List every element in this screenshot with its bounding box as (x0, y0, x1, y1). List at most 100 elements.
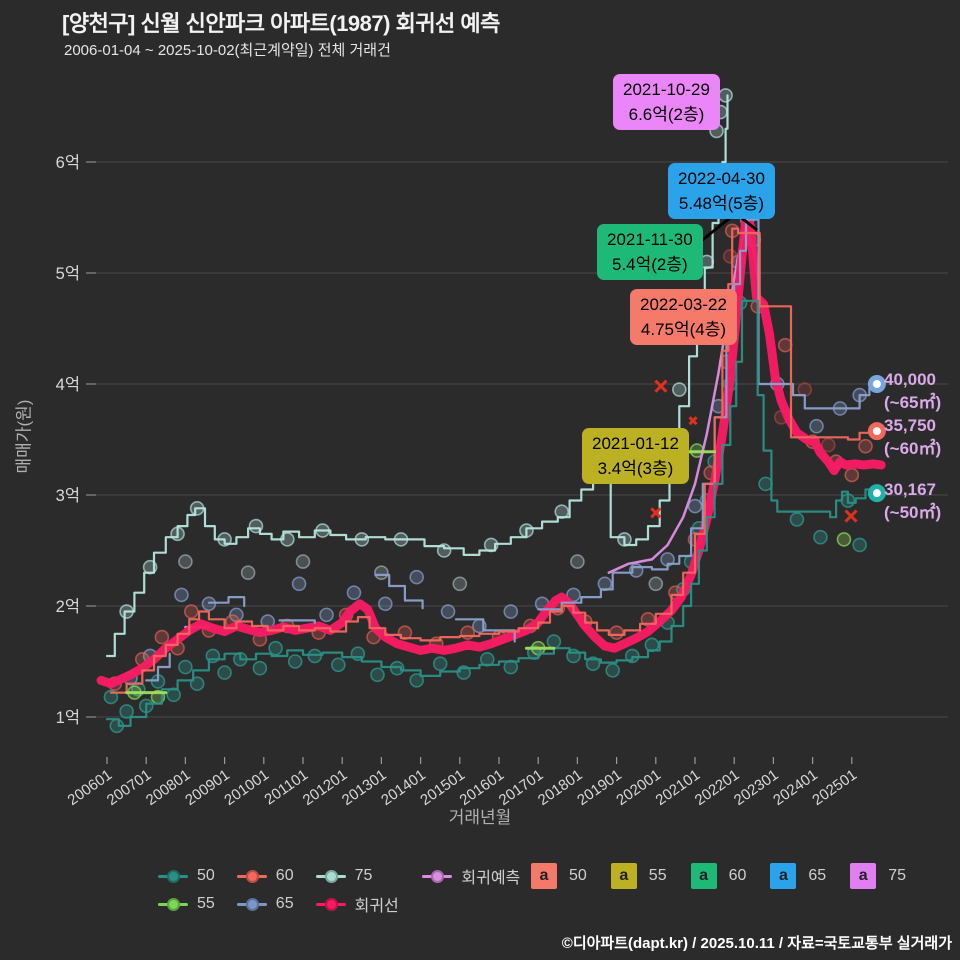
line-marker-icon (158, 869, 188, 883)
series-line-50[interactable] (105, 299, 878, 727)
transaction-point[interactable] (432, 656, 448, 672)
legend-item-60[interactable]: 60 (236, 867, 294, 885)
transaction-point[interactable] (566, 587, 581, 603)
transaction-point[interactable] (758, 476, 773, 492)
line-marker-icon (158, 897, 188, 911)
transaction-point[interactable] (858, 438, 873, 454)
transaction-point[interactable] (409, 569, 424, 585)
annotation-date: 2022-03-22 (640, 295, 727, 314)
legend-item-65[interactable]: 65 (236, 895, 294, 913)
annotation-price: 5.48억(5층) (678, 194, 765, 213)
x-axis: 2006012007012008012009012010012011012012… (65, 757, 860, 809)
transaction-point[interactable] (672, 382, 687, 397)
price-annotation-50: 2022-03-22 4.75억(4층) (630, 289, 737, 345)
transaction-point[interactable] (268, 640, 283, 656)
legend-item-regression-line[interactable]: 회귀선 (315, 892, 399, 916)
legend-label: 회귀선 (354, 898, 399, 915)
annotation-date: 2021-01-12 (592, 434, 679, 453)
transaction-point[interactable] (440, 604, 456, 619)
annotation-legend-50[interactable]: a 50 (531, 863, 587, 889)
series-line-65[interactable] (207, 596, 246, 608)
legend-item-50[interactable]: 50 (158, 867, 215, 885)
annotation-legend-60[interactable]: a 60 (690, 863, 746, 889)
x-markers (650, 379, 858, 523)
legend-item-75[interactable]: 75 (315, 867, 372, 885)
annotation-legend-65[interactable]: a 65 (770, 863, 826, 889)
transaction-point[interactable] (570, 554, 585, 569)
series-line-65[interactable] (145, 652, 171, 682)
transaction-point[interactable] (389, 660, 405, 676)
transaction-point[interactable] (154, 629, 170, 645)
transaction-point[interactable] (346, 585, 362, 600)
y-tick-label: 3억 (56, 486, 80, 505)
transaction-point[interactable] (409, 673, 424, 688)
transaction-point[interactable] (119, 704, 134, 719)
transaction-point[interactable] (460, 625, 475, 640)
series-line-60[interactable] (109, 227, 878, 694)
transaction-point[interactable] (777, 337, 793, 353)
transaction-point[interactable] (609, 625, 624, 640)
transaction-point[interactable] (291, 576, 307, 592)
price-annotation-65: 2022-04-30 5.48억(5층) (668, 163, 775, 219)
series-line-회귀선[interactable] (96, 213, 886, 689)
transaction-point[interactable] (852, 537, 867, 553)
gridlines: 1억 2억 3억 4억 5억 6억 (56, 153, 948, 727)
transaction-point[interactable] (687, 498, 703, 514)
transaction-point[interactable] (183, 604, 199, 619)
annotation-legend-55[interactable]: a 55 (610, 863, 667, 889)
transaction-point[interactable] (240, 565, 256, 581)
transaction-point[interactable] (103, 689, 119, 705)
annotation-price: 3.4억(3층) (597, 459, 674, 478)
transaction-point[interactable] (178, 659, 193, 675)
series-line-65[interactable] (454, 618, 516, 643)
transaction-point[interactable] (178, 554, 193, 569)
transaction-point[interactable] (217, 665, 232, 680)
transaction-point[interactable] (307, 648, 323, 664)
y-tick-label: 6억 (56, 153, 80, 172)
transaction-point[interactable] (789, 512, 805, 527)
line-marker-icon (315, 897, 346, 911)
legend-item-55[interactable]: 55 (158, 895, 215, 913)
transaction-point[interactable] (820, 437, 836, 453)
transaction-point[interactable] (174, 587, 189, 603)
transaction-point[interactable] (503, 604, 519, 619)
legend-label: 65 (808, 867, 827, 884)
transaction-point[interactable] (295, 554, 311, 569)
transaction-point[interactable] (836, 532, 852, 547)
legend-label: 75 (888, 867, 906, 884)
line-marker-icon (236, 897, 267, 911)
transaction-point[interactable] (624, 648, 640, 664)
annotation-legend-row: a 50 a 55 a 60 a 65 a 75 (531, 863, 930, 889)
transaction-point[interactable] (648, 576, 664, 592)
annotation-swatch-icon: a (531, 863, 557, 889)
transaction-point[interactable] (546, 634, 562, 649)
latest-price-value: 30,167 (884, 480, 936, 499)
transaction-point[interactable] (287, 654, 303, 669)
series-line-65[interactable] (278, 619, 316, 624)
legend-item-regression-forecast[interactable]: 회귀예측 (422, 864, 520, 888)
annotation-swatch-icon: a (610, 863, 637, 889)
transaction-point[interactable] (319, 607, 334, 623)
transaction-point[interactable] (330, 657, 346, 673)
price-annotation-55: 2021-01-12 3.4억(3층) (582, 428, 689, 484)
transaction-point[interactable] (809, 418, 824, 434)
transaction-point[interactable] (252, 660, 268, 676)
transaction-point[interactable] (585, 656, 601, 672)
transaction-point[interactable] (374, 565, 389, 581)
line-legend-row-1: 50 60 75 회귀예측 (158, 864, 542, 888)
x-axis-title: 거래년월 (448, 808, 512, 827)
annotation-legend-75[interactable]: a 75 (850, 863, 906, 889)
transaction-point[interactable] (813, 529, 828, 545)
transaction-point[interactable] (844, 467, 860, 483)
y-tick-label: 2억 (56, 597, 80, 616)
transaction-point[interactable] (605, 663, 620, 678)
transaction-point[interactable] (370, 667, 385, 683)
transaction-point[interactable] (378, 596, 393, 612)
transaction-point[interactable] (452, 576, 468, 592)
legend-label: 60 (275, 867, 294, 884)
line-marker-icon (422, 869, 453, 883)
series-line-65[interactable] (374, 573, 424, 610)
transaction-point[interactable] (718, 88, 733, 103)
transaction-point[interactable] (722, 249, 738, 264)
